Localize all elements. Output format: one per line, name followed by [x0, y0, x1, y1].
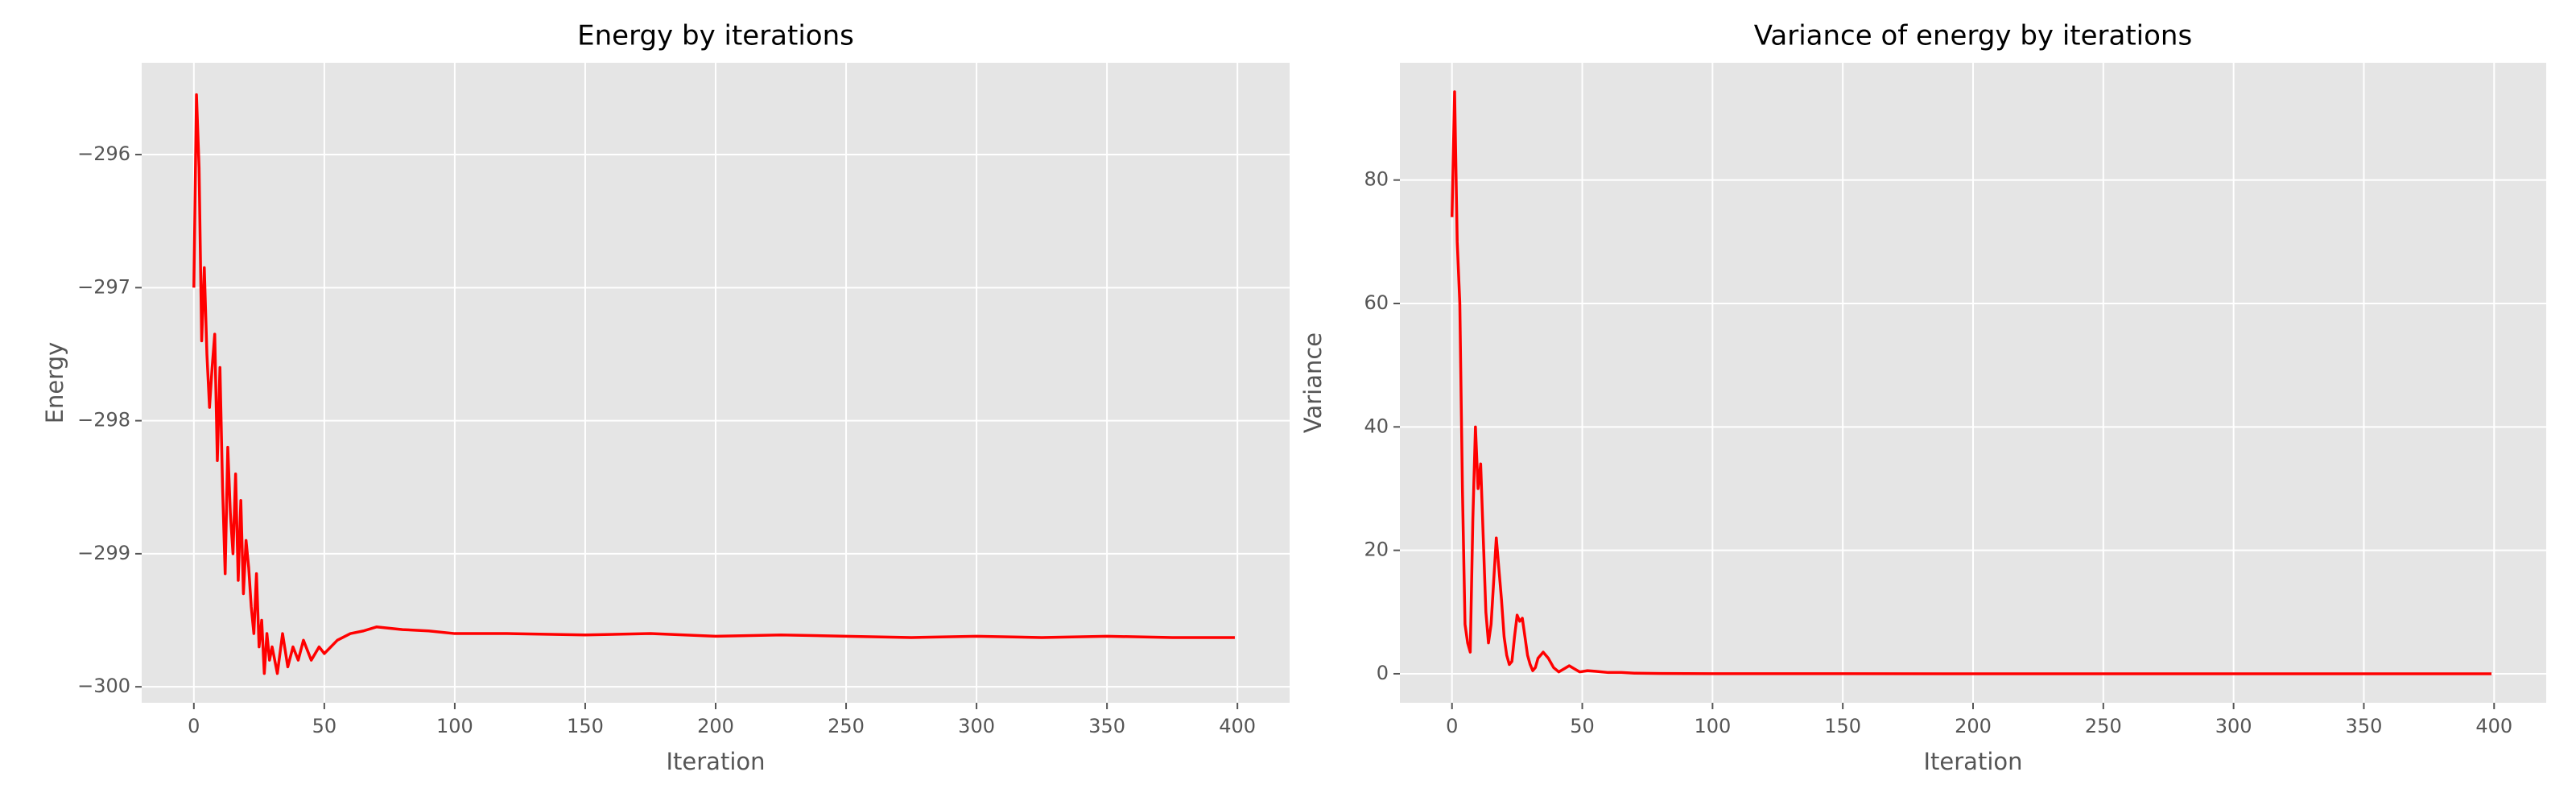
y-tick-label: 40 [1364, 415, 1389, 437]
x-tick-label: 200 [1955, 715, 1992, 737]
x-tick-label: 0 [1446, 715, 1458, 737]
y-tick-label: −299 [77, 542, 130, 564]
x-tick-label: 50 [312, 715, 337, 737]
x-tick-label: 150 [567, 715, 604, 737]
x-tick-label: 400 [1219, 715, 1256, 737]
x-tick-label: 350 [2346, 715, 2383, 737]
x-tick-label: 150 [1824, 715, 1861, 737]
y-tick-label: −296 [77, 142, 130, 165]
x-tick-label: 250 [828, 715, 865, 737]
y-axis-label: Energy [41, 342, 68, 424]
x-axis-label: Iteration [1923, 748, 2022, 775]
x-tick-label: 350 [1088, 715, 1125, 737]
chart-title: Energy by iterations [577, 20, 854, 52]
x-axis-label: Iteration [666, 748, 765, 775]
x-tick-label: 100 [1694, 715, 1731, 737]
x-tick-label: 300 [2215, 715, 2252, 737]
y-tick-label: 80 [1364, 168, 1389, 191]
x-tick-label: 300 [958, 715, 995, 737]
x-tick-label: 200 [697, 715, 734, 737]
x-tick-label: 250 [2085, 715, 2122, 737]
data-line [192, 93, 1235, 675]
y-axis-label: Variance [1299, 332, 1327, 433]
y-tick-label: −300 [77, 675, 130, 697]
y-tick-label: 0 [1377, 662, 1389, 684]
y-tick-label: −298 [77, 409, 130, 431]
y-tick-label: −297 [77, 275, 130, 298]
data-line [1450, 90, 2492, 675]
x-tick-label: 400 [2475, 715, 2512, 737]
y-tick-label: 20 [1364, 539, 1389, 561]
x-tick-label: 50 [1570, 715, 1595, 737]
x-tick-label: 100 [436, 715, 473, 737]
x-tick-label: 0 [188, 715, 200, 737]
y-tick-label: 60 [1364, 291, 1389, 314]
chart-title: Variance of energy by iterations [1754, 20, 2192, 52]
